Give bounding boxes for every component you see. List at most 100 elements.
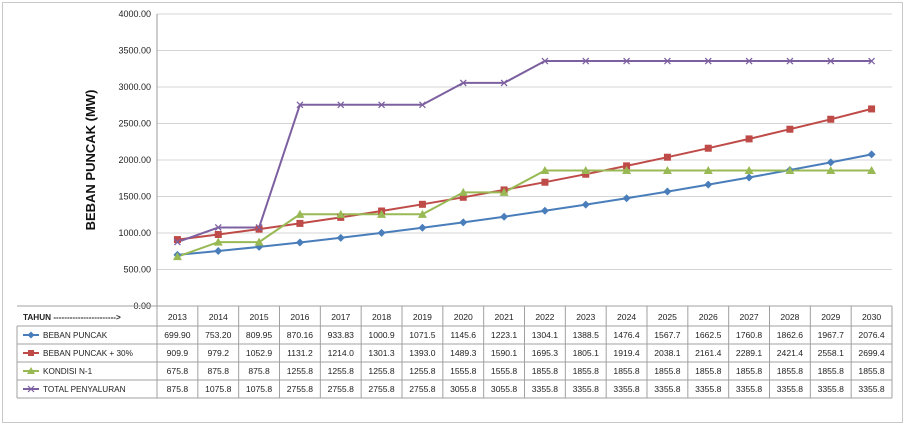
legend-key-marker — [27, 367, 35, 374]
data-point — [459, 79, 467, 87]
data-point — [295, 238, 304, 247]
data-point — [418, 223, 427, 232]
data-label: 1760.8 — [736, 330, 763, 340]
data-label: 875.8 — [167, 384, 189, 394]
series-line-4 — [177, 60, 872, 244]
y-tick-label: 3500.00 — [118, 46, 151, 56]
data-label: 1662.5 — [695, 330, 722, 340]
data-label: 1145.6 — [450, 330, 476, 340]
data-label: 1255.8 — [328, 366, 355, 376]
data-label: 1855.8 — [695, 366, 722, 376]
data-label: 1855.8 — [532, 366, 559, 376]
data-label: 753.20 — [205, 330, 232, 340]
legend-entry: TOTAL PENYALURAN — [43, 385, 126, 394]
line-chart: BEBAN PUNCAK (MW) 0.00500.001000.001500.… — [16, 9, 893, 399]
data-point — [337, 101, 345, 109]
data-label: 1255.8 — [287, 366, 314, 376]
data-label: 1301.3 — [368, 348, 395, 358]
data-point — [254, 237, 264, 246]
y-tick-labels: 0.00500.001000.001500.002000.002500.0030… — [118, 9, 151, 311]
y-tick-label: 500.00 — [123, 265, 151, 275]
data-label: 979.2 — [207, 348, 229, 358]
data-point — [417, 209, 427, 218]
data-point — [867, 150, 876, 159]
data-label: 1052.9 — [246, 348, 273, 358]
data-point — [582, 57, 590, 65]
data-point — [786, 125, 794, 133]
data-point — [868, 105, 876, 113]
data-label: 1304.1 — [532, 330, 559, 340]
chart-frame: BEBAN PUNCAK (MW) 0.00 500.00 1000.00 1500.… — [2, 2, 903, 423]
data-point — [703, 166, 713, 175]
data-label: 933.83 — [328, 330, 355, 340]
x-tick-label: 2016 — [290, 312, 309, 322]
data-point — [458, 187, 468, 196]
data-point — [826, 158, 835, 167]
data-point — [704, 144, 712, 152]
data-label: 2421.4 — [777, 348, 804, 358]
y-tick-label: 2500.00 — [118, 119, 151, 129]
x-tick-label: 2026 — [699, 312, 718, 322]
data-label: 1071.5 — [409, 330, 436, 340]
data-label: 1855.8 — [777, 366, 804, 376]
data-label: 1000.9 — [368, 330, 395, 340]
data-label: 2755.8 — [368, 384, 395, 394]
data-label: 2076.4 — [858, 330, 885, 340]
data-label: 1855.8 — [736, 366, 763, 376]
data-label: 3355.8 — [654, 384, 681, 394]
data-label: 1214.0 — [328, 348, 355, 358]
data-label: 3355.8 — [532, 384, 559, 394]
data-label: 3355.8 — [858, 384, 885, 394]
y-tick-label: 1000.00 — [118, 228, 151, 238]
data-label: 2699.4 — [858, 348, 885, 358]
data-point — [745, 173, 754, 182]
x-tick-label: 2015 — [250, 312, 269, 322]
data-label: 2161.4 — [695, 348, 722, 358]
data-label: 1393.0 — [409, 348, 436, 358]
data-label: 1695.3 — [532, 348, 559, 358]
data-label: 3355.8 — [695, 384, 722, 394]
data-point — [214, 247, 223, 256]
data-point — [378, 101, 386, 109]
data-label: 2755.8 — [328, 384, 355, 394]
data-label: 1131.2 — [287, 348, 313, 358]
data-label: 1388.5 — [573, 330, 600, 340]
data-label: 1255.8 — [368, 366, 395, 376]
data-point — [663, 187, 672, 196]
x-tick-label: 2022 — [535, 312, 554, 322]
data-label: 1862.6 — [777, 330, 804, 340]
data-point — [295, 209, 305, 218]
data-label: 1855.8 — [613, 366, 640, 376]
data-point — [418, 101, 426, 109]
data-point — [540, 206, 549, 215]
x-tick-label: 2013 — [168, 312, 187, 322]
data-point — [255, 224, 263, 231]
data-table: 2013 2014 2015 2016 2017 2018 2019 2020 2021 2022… — [16, 305, 893, 399]
data-point — [623, 162, 631, 170]
data-point — [541, 178, 549, 186]
data-point — [704, 57, 712, 65]
x-tick-label: 2019 — [413, 312, 432, 322]
data-label: 1255.8 — [409, 366, 436, 376]
series-line-1 — [177, 153, 872, 256]
data-point — [500, 79, 508, 87]
data-label: 1590.1 — [491, 348, 518, 358]
data-label: 2558.1 — [818, 348, 845, 358]
data-point — [540, 166, 550, 175]
x-axis-title: TAHUN -----------------------> — [23, 313, 121, 322]
y-tick-label: 1500.00 — [118, 192, 151, 202]
data-point — [622, 166, 632, 175]
data-point — [296, 101, 304, 109]
data-point — [173, 236, 181, 244]
data-label: 1967.7 — [818, 330, 845, 340]
y-tick-label: 3000.00 — [118, 82, 151, 92]
data-label: 1805.1 — [573, 348, 600, 358]
data-point — [663, 57, 671, 65]
legend-entry: BEBAN PUNCAK — [43, 331, 108, 340]
data-label: 2289.1 — [736, 348, 763, 358]
x-tick-label: 2021 — [495, 312, 514, 322]
data-label: 1489.3 — [450, 348, 477, 358]
data-label: 1855.8 — [654, 366, 681, 376]
data-label: 1555.8 — [450, 366, 477, 376]
data-label: 1075.8 — [205, 384, 232, 394]
